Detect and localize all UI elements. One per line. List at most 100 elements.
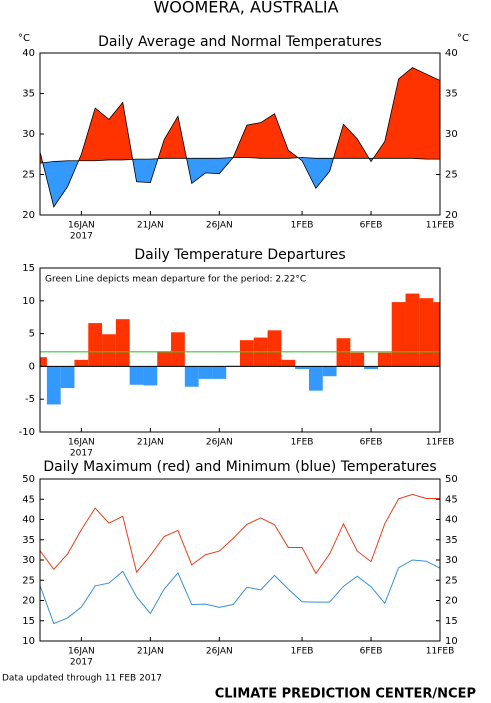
x-tick-label: 16JAN xyxy=(68,221,95,231)
footer-note: Data updated through 11 FEB 2017 xyxy=(2,674,162,684)
x-tick-label: 1FEB xyxy=(291,221,314,231)
normal-line xyxy=(39,157,440,164)
bar xyxy=(184,366,199,387)
x-tick-label: 26JAN xyxy=(206,647,233,657)
y-tick-label: 25 xyxy=(445,170,458,181)
y-tick-label: 0 xyxy=(29,361,35,372)
y-tick-label: 15 xyxy=(445,616,458,627)
y-tick-label: 25 xyxy=(445,575,458,586)
x-tick-label: 11FEB xyxy=(426,647,455,657)
bar xyxy=(364,366,378,370)
x-tick-label: 16JAN xyxy=(68,647,95,657)
panel-title: Daily Average and Normal Temperatures xyxy=(98,34,382,50)
plot-frame xyxy=(39,267,441,433)
y-unit: °C xyxy=(457,33,469,44)
y-tick-label: 35 xyxy=(445,535,458,546)
y-tick-label: 30 xyxy=(445,555,458,566)
bar xyxy=(322,366,337,377)
bar xyxy=(129,366,144,385)
bar xyxy=(157,351,172,367)
plot-frame xyxy=(39,478,441,642)
bar xyxy=(212,366,227,379)
y-tick-label: 20 xyxy=(22,596,35,607)
y-tick-label: 35 xyxy=(445,89,458,100)
bar xyxy=(143,366,158,386)
y-tick-label: 45 xyxy=(22,494,35,505)
bar xyxy=(267,330,282,367)
y-tick-label: 40 xyxy=(22,515,35,526)
x-tick-label: 26JAN xyxy=(206,221,233,231)
y-tick-label: 5 xyxy=(29,329,35,340)
bar xyxy=(377,352,392,367)
x-tick-label: 1FEB xyxy=(291,438,314,448)
bar xyxy=(240,340,254,367)
x-tick-label: 26JAN xyxy=(206,438,233,448)
y-tick-label: -5 xyxy=(25,394,35,405)
y-tick-label: 35 xyxy=(22,89,35,100)
x-tick-label: 21JAN xyxy=(137,438,164,448)
plot-frame xyxy=(39,52,441,216)
bar xyxy=(391,302,406,367)
x-tick-label: 6FEB xyxy=(360,438,383,448)
x-tick-label: 21JAN xyxy=(137,647,164,657)
bar xyxy=(40,357,47,367)
series-line xyxy=(39,559,441,625)
y-tick-label: -10 xyxy=(19,427,35,438)
bar xyxy=(295,366,309,370)
page-title: WOOMERA, AUSTRALIA xyxy=(153,0,338,17)
y-tick-label: 40 xyxy=(22,48,35,59)
bar xyxy=(102,334,116,367)
y-unit: °C xyxy=(18,33,30,44)
annotation: Green Line depicts mean departure for th… xyxy=(45,275,306,285)
y-tick-label: 30 xyxy=(22,555,35,566)
bar xyxy=(171,332,185,367)
y-tick-label: 45 xyxy=(445,494,458,505)
y-tick-label: 10 xyxy=(22,296,35,307)
bar xyxy=(433,302,440,367)
bar xyxy=(350,352,365,367)
y-tick-label: 25 xyxy=(22,575,35,586)
bar xyxy=(308,366,323,391)
bar xyxy=(419,298,434,367)
y-tick-label: 10 xyxy=(22,636,35,647)
y-tick-label: 20 xyxy=(445,210,458,221)
bar xyxy=(88,323,103,367)
x-year-label: 2017 xyxy=(70,449,93,459)
panel-title: Daily Maximum (red) and Minimum (blue) T… xyxy=(43,459,436,475)
x-tick-label: 6FEB xyxy=(360,647,383,657)
y-tick-label: 15 xyxy=(22,616,35,627)
y-tick-label: 35 xyxy=(22,535,35,546)
x-tick-label: 6FEB xyxy=(360,221,383,231)
panel-title: Daily Temperature Departures xyxy=(134,247,345,263)
bar xyxy=(405,293,420,367)
bar xyxy=(281,359,296,367)
bar xyxy=(115,319,130,367)
bar xyxy=(60,366,75,389)
x-tick-label: 11FEB xyxy=(426,438,455,448)
area-below xyxy=(40,157,440,207)
y-tick-label: 40 xyxy=(445,515,458,526)
x-year-label: 2017 xyxy=(70,658,93,668)
y-tick-label: 20 xyxy=(445,596,458,607)
y-tick-label: 50 xyxy=(22,474,35,485)
y-tick-label: 10 xyxy=(445,636,458,647)
bar xyxy=(46,366,61,405)
bar xyxy=(74,359,89,367)
y-tick-label: 15 xyxy=(22,263,35,274)
y-tick-label: 20 xyxy=(22,210,35,221)
footer-credit: CLIMATE PREDICTION CENTER/NCEP xyxy=(215,687,476,702)
area-above xyxy=(40,67,440,164)
y-tick-label: 30 xyxy=(22,129,35,140)
x-tick-label: 11FEB xyxy=(426,221,455,231)
y-tick-label: 50 xyxy=(445,474,458,485)
bar xyxy=(198,366,213,379)
y-tick-label: 30 xyxy=(445,129,458,140)
y-tick-label: 40 xyxy=(445,48,458,59)
y-tick-label: 25 xyxy=(22,170,35,181)
x-tick-label: 21JAN xyxy=(137,221,164,231)
series-line xyxy=(39,493,440,575)
x-tick-label: 16JAN xyxy=(68,438,95,448)
x-tick-label: 1FEB xyxy=(291,647,314,657)
